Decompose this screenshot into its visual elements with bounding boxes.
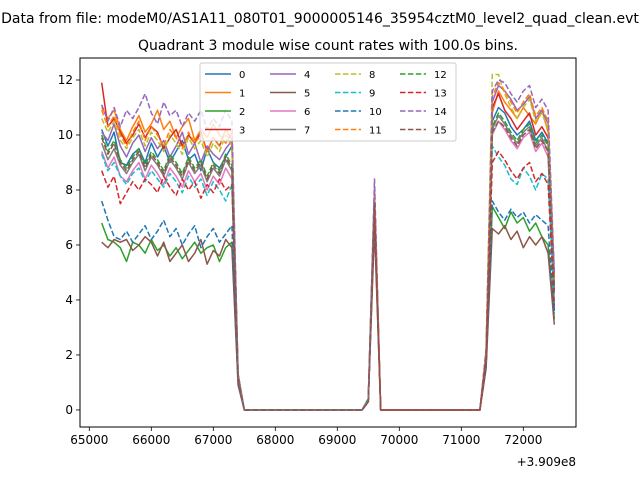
y-tick-label: 2 [65,348,73,362]
x-tick-label: 65000 [70,433,108,447]
legend-label-10: 10 [369,107,382,118]
x-tick-label: 71000 [442,433,480,447]
chart-title: Quadrant 3 module wise count rates with … [138,38,518,54]
legend-label-0: 0 [239,70,245,81]
series-line-12 [100,112,556,411]
y-tick-label: 6 [65,238,73,252]
y-tick-label: 0 [65,403,73,417]
x-offset-label: +3.909e8 [517,455,576,469]
legend-label-9: 9 [369,89,375,100]
series-line-15 [100,120,556,411]
legend-label-8: 8 [369,70,375,81]
legend-label-2: 2 [239,107,245,118]
legend-label-5: 5 [304,89,310,100]
series-line-8 [101,73,556,411]
x-tick-label: 70000 [380,433,418,447]
y-tick-label: 8 [65,183,73,197]
plot-frame [79,57,577,428]
x-tick-label: 69000 [318,433,356,447]
legend-label-15: 15 [434,126,447,137]
legend-box [199,62,457,142]
legend-label-12: 12 [434,70,447,81]
legend-label-11: 11 [369,126,382,137]
y-tick-label: 12 [58,73,73,87]
x-tick-label: 67000 [194,433,232,447]
x-tick-label: 66000 [132,433,170,447]
figure-suptitle: Data from file: modeM0/AS1A11_080T01_900… [1,11,639,27]
y-tick-label: 10 [58,128,73,142]
series-layer [100,73,556,411]
axis-ticks: 65000 66000 67000 68000 69000 70000 71000 72000… [58,73,543,447]
legend-label-13: 13 [434,89,447,100]
x-tick-label: 72000 [504,433,542,447]
x-tick-label: 68000 [256,433,294,447]
legend-label-4: 4 [304,70,310,81]
legend-label-1: 1 [239,89,245,100]
legend-label-14: 14 [434,107,447,118]
y-tick-label: 4 [65,293,73,307]
legend-label-3: 3 [239,126,245,137]
legend-label-6: 6 [304,107,310,118]
legend-label-7: 7 [304,126,310,137]
